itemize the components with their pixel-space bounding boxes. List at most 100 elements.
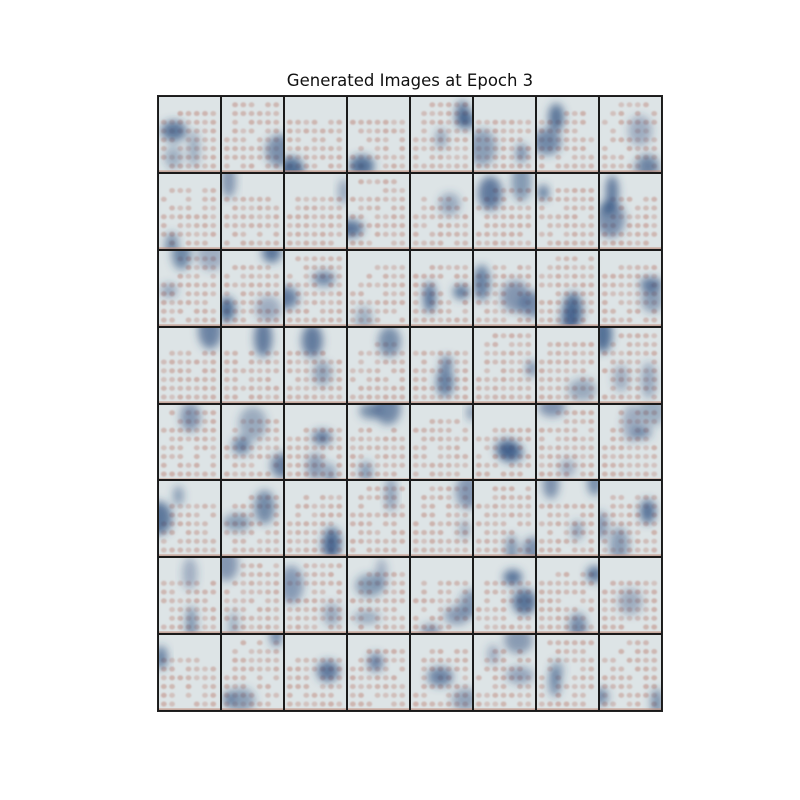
sample-tile bbox=[221, 249, 284, 327]
sample-tile bbox=[473, 172, 536, 250]
sample-image bbox=[537, 97, 598, 172]
sample-image bbox=[600, 173, 661, 249]
sample-tile bbox=[347, 172, 410, 250]
sample-tile bbox=[284, 249, 347, 327]
sample-image bbox=[537, 558, 598, 634]
sample-tile bbox=[473, 557, 536, 635]
sample-image bbox=[411, 635, 472, 710]
sample-image bbox=[159, 558, 220, 634]
sample-tile bbox=[284, 634, 347, 711]
sample-tile bbox=[536, 557, 599, 635]
sample-tile bbox=[536, 249, 599, 327]
sample-tile bbox=[347, 403, 410, 481]
sample-image bbox=[411, 327, 472, 403]
sample-image bbox=[600, 327, 661, 403]
sample-tile bbox=[536, 172, 599, 250]
sample-image bbox=[285, 250, 346, 326]
sample-image bbox=[474, 404, 535, 480]
sample-image bbox=[285, 635, 346, 710]
sample-image bbox=[411, 97, 472, 172]
sample-image bbox=[474, 173, 535, 249]
sample-tile bbox=[347, 634, 410, 711]
sample-image bbox=[159, 173, 220, 249]
sample-image bbox=[285, 558, 346, 634]
sample-image bbox=[222, 97, 283, 172]
sample-image bbox=[222, 250, 283, 326]
sample-tile bbox=[473, 249, 536, 327]
sample-tile bbox=[599, 557, 662, 635]
sample-image bbox=[285, 97, 346, 172]
sample-image bbox=[474, 97, 535, 172]
sample-tile bbox=[536, 480, 599, 558]
sample-tile bbox=[410, 96, 473, 173]
sample-tile bbox=[599, 480, 662, 558]
sample-image bbox=[411, 250, 472, 326]
sample-image bbox=[159, 404, 220, 480]
sample-tile bbox=[347, 557, 410, 635]
sample-tile bbox=[284, 96, 347, 173]
sample-image bbox=[159, 97, 220, 172]
sample-tile bbox=[473, 96, 536, 173]
sample-tile bbox=[347, 326, 410, 404]
sample-tile bbox=[410, 634, 473, 711]
sample-image bbox=[222, 404, 283, 480]
sample-tile bbox=[221, 326, 284, 404]
sample-image bbox=[537, 327, 598, 403]
sample-tile bbox=[599, 634, 662, 711]
sample-tile bbox=[221, 634, 284, 711]
sample-tile bbox=[599, 96, 662, 173]
sample-tile bbox=[221, 403, 284, 481]
sample-tile bbox=[347, 249, 410, 327]
sample-image bbox=[600, 97, 661, 172]
sample-image bbox=[285, 173, 346, 249]
sample-tile bbox=[221, 96, 284, 173]
sample-tile bbox=[536, 634, 599, 711]
sample-image bbox=[222, 173, 283, 249]
sample-image bbox=[222, 327, 283, 403]
sample-tile bbox=[347, 480, 410, 558]
sample-image bbox=[600, 558, 661, 634]
sample-tile bbox=[599, 172, 662, 250]
sample-tile bbox=[473, 403, 536, 481]
sample-image bbox=[537, 635, 598, 710]
sample-image bbox=[474, 327, 535, 403]
figure-title: Generated Images at Epoch 3 bbox=[286, 71, 534, 90]
sample-image bbox=[285, 327, 346, 403]
sample-tile bbox=[284, 172, 347, 250]
sample-tile bbox=[284, 403, 347, 481]
sample-image bbox=[600, 404, 661, 480]
sample-image bbox=[474, 481, 535, 557]
sample-image bbox=[348, 404, 409, 480]
sample-tile bbox=[410, 172, 473, 250]
sample-tile bbox=[221, 480, 284, 558]
sample-image bbox=[159, 250, 220, 326]
sample-tile bbox=[473, 634, 536, 711]
sample-image bbox=[474, 250, 535, 326]
sample-image bbox=[537, 250, 598, 326]
sample-tile bbox=[410, 557, 473, 635]
sample-tile bbox=[410, 249, 473, 327]
sample-tile bbox=[410, 403, 473, 481]
sample-image bbox=[348, 173, 409, 249]
sample-image bbox=[537, 173, 598, 249]
sample-image bbox=[411, 481, 472, 557]
sample-image bbox=[600, 250, 661, 326]
sample-tile bbox=[284, 557, 347, 635]
sample-tile bbox=[284, 480, 347, 558]
sample-tile bbox=[473, 326, 536, 404]
sample-tile bbox=[599, 249, 662, 327]
sample-image bbox=[411, 558, 472, 634]
sample-image bbox=[537, 404, 598, 480]
sample-image bbox=[159, 635, 220, 710]
sample-image bbox=[222, 558, 283, 634]
sample-image bbox=[348, 97, 409, 172]
sample-tile bbox=[536, 326, 599, 404]
sample-tile bbox=[599, 403, 662, 481]
sample-tile bbox=[221, 172, 284, 250]
sample-image bbox=[348, 327, 409, 403]
sample-tile bbox=[158, 326, 221, 404]
sample-tile bbox=[158, 96, 221, 173]
sample-image bbox=[348, 635, 409, 710]
sample-tile bbox=[158, 480, 221, 558]
sample-image bbox=[159, 327, 220, 403]
